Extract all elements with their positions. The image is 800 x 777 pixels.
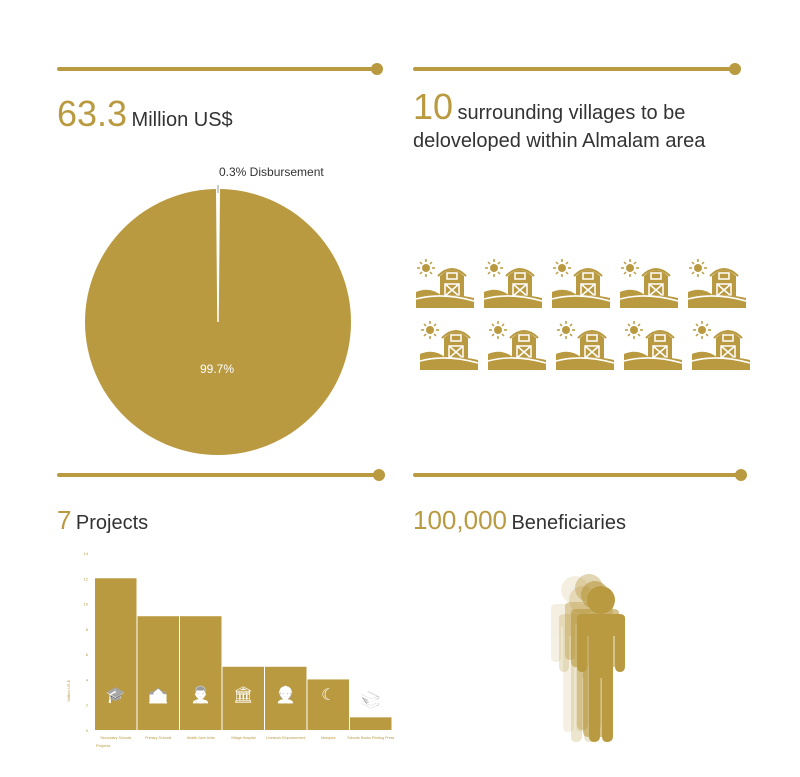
- bar: [95, 578, 137, 730]
- beneficiaries-value: 100,000: [413, 505, 507, 535]
- school-icon: 🏫: [148, 687, 168, 704]
- pie-slice-disbursement: [215, 188, 221, 323]
- barn-icon: [623, 320, 683, 371]
- barn-icon: [415, 258, 475, 309]
- barn-icon: [619, 258, 679, 309]
- x-tick-label: Schools Books Printing Press: [347, 736, 394, 740]
- y-axis-label: Million US $: [66, 679, 71, 701]
- y-tick-label: 8: [86, 627, 89, 632]
- bar: [222, 666, 264, 730]
- pie-label-main: 99.7%: [200, 362, 235, 376]
- villages-text-2: deloveloped within Almalam area: [413, 130, 706, 152]
- villages-text-1: surrounding villages to be: [457, 102, 686, 124]
- graduation-cap-icon: 🎓: [106, 687, 126, 704]
- divider-mid-right: [413, 469, 747, 481]
- barn-icon: [419, 320, 479, 371]
- funding-heading: 63.3 Million US$: [57, 93, 233, 135]
- y-tick-label: 0: [86, 728, 89, 733]
- villages-heading: 10 surrounding villages to be delovelope…: [413, 89, 706, 156]
- pie-label-disbursement: 0.3% Disbursement: [219, 165, 324, 179]
- projects-heading: 7 Projects: [57, 505, 148, 536]
- divider-top-right: [413, 63, 741, 75]
- funding-unit: Million US$: [131, 109, 233, 131]
- funding-value: 63.3: [57, 93, 128, 134]
- beneficiaries-heading: 100,000 Beneficiaries: [413, 505, 626, 536]
- divider-top-left: [57, 63, 383, 75]
- x-axis-label: Projects: [96, 743, 110, 748]
- y-tick-label: 10: [84, 602, 89, 607]
- barn-icon: [687, 258, 747, 309]
- beneficiaries-figure: [551, 574, 625, 742]
- bar: [137, 616, 179, 730]
- doctor-icon: 👨‍⚕️: [191, 685, 211, 704]
- bar: [307, 679, 349, 730]
- y-tick-label: 6: [86, 652, 89, 657]
- x-tick-label: Village Hospital: [231, 736, 256, 740]
- hospital-icon: 🏛: [233, 686, 253, 704]
- disbursement-pie-chart: [85, 185, 351, 455]
- y-tick-label: 4: [86, 677, 89, 682]
- y-tick-label: 2: [86, 703, 89, 708]
- y-tick-label: 14: [84, 551, 89, 556]
- beneficiaries-unit: Beneficiaries: [511, 512, 626, 534]
- villages-icon-grid: [415, 258, 751, 371]
- barn-icon: [691, 320, 751, 371]
- projects-value: 7: [57, 505, 72, 535]
- y-tick-label: 12: [84, 576, 89, 581]
- bar: [180, 616, 222, 730]
- projects-bar-chart: 0 2 4 6 8 10 12 14 Million US $ Projects 🎓 Secondar…: [66, 551, 395, 748]
- barn-icon: [555, 320, 615, 371]
- barn-icon: [487, 320, 547, 371]
- crescent-icon: ☾: [321, 687, 335, 704]
- divider-mid-left: [57, 469, 385, 481]
- bar: [265, 666, 307, 730]
- x-tick-label: Secondary Schools: [100, 736, 131, 740]
- villages-value: 10: [413, 86, 454, 127]
- books-icon: 📚: [361, 691, 381, 709]
- barn-icon: [551, 258, 611, 309]
- x-tick-label: Livestock Empowerment: [266, 736, 305, 740]
- x-tick-label: Mosques: [321, 736, 336, 740]
- barn-icon: [483, 258, 543, 309]
- x-tick-label: Health Care Units: [187, 736, 216, 740]
- projects-unit: Projects: [75, 512, 149, 534]
- bar: [350, 717, 392, 730]
- x-tick-label: Primary Schools: [145, 736, 171, 740]
- worker-icon: 👷: [276, 685, 296, 704]
